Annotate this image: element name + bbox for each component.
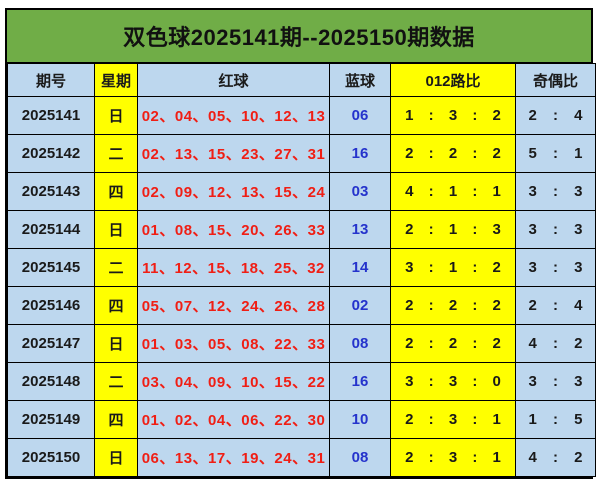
table-row: 2025148 二 03、04、09、10、15、22 16 3 : 3 : 0… xyxy=(7,362,596,401)
parity-ratio-cell: 3 : 3 xyxy=(515,172,596,211)
week-cell: 四 xyxy=(94,400,138,439)
table-title: 双色球2025141期--2025150期数据 xyxy=(7,10,591,63)
period-cell: 2025147 xyxy=(7,324,95,363)
table-row: 2025147 日 01、03、05、08、22、33 08 2 : 2 : 2… xyxy=(7,324,596,363)
week-cell: 四 xyxy=(94,172,138,211)
route-ratio-cell: 2 : 1 : 3 xyxy=(390,210,516,249)
red-balls-cell: 01、03、05、08、22、33 xyxy=(137,324,330,363)
red-balls-cell: 02、13、15、23、27、31 xyxy=(137,134,330,173)
period-cell: 2025148 xyxy=(7,362,95,401)
blue-ball-cell: 14 xyxy=(329,248,391,287)
route-ratio-cell: 2 : 3 : 1 xyxy=(390,400,516,439)
table-row: 2025145 二 11、12、15、18、25、32 14 3 : 1 : 2… xyxy=(7,248,596,287)
table-row: 2025144 日 01、08、15、20、26、33 13 2 : 1 : 3… xyxy=(7,210,596,249)
header-period: 期号 xyxy=(7,63,95,97)
parity-ratio-cell: 3 : 3 xyxy=(515,362,596,401)
route-ratio-cell: 1 : 3 : 2 xyxy=(390,96,516,135)
blue-ball-cell: 10 xyxy=(329,400,391,439)
route-ratio-cell: 2 : 2 : 2 xyxy=(390,286,516,325)
route-ratio-cell: 2 : 2 : 2 xyxy=(390,324,516,363)
period-cell: 2025143 xyxy=(7,172,95,211)
week-cell: 二 xyxy=(94,134,138,173)
parity-ratio-cell: 3 : 3 xyxy=(515,210,596,249)
table-row: 2025143 四 02、09、12、13、15、24 03 4 : 1 : 1… xyxy=(7,172,596,211)
parity-ratio-cell: 1 : 5 xyxy=(515,400,596,439)
period-cell: 2025150 xyxy=(7,438,95,477)
week-cell: 二 xyxy=(94,248,138,287)
route-ratio-cell: 2 : 3 : 1 xyxy=(390,438,516,477)
table-header-row: 期号 星期 红球 蓝球 012路比 奇偶比 xyxy=(7,63,596,97)
blue-ball-cell: 13 xyxy=(329,210,391,249)
red-balls-cell: 05、07、12、24、26、28 xyxy=(137,286,330,325)
blue-ball-cell: 16 xyxy=(329,134,391,173)
period-cell: 2025142 xyxy=(7,134,95,173)
table-row: 2025149 四 01、02、04、06、22、30 10 2 : 3 : 1… xyxy=(7,400,596,439)
period-cell: 2025141 xyxy=(7,96,95,135)
week-cell: 日 xyxy=(94,438,138,477)
red-balls-cell: 01、08、15、20、26、33 xyxy=(137,210,330,249)
route-ratio-cell: 3 : 3 : 0 xyxy=(390,362,516,401)
red-balls-cell: 02、04、05、10、12、13 xyxy=(137,96,330,135)
route-ratio-cell: 2 : 2 : 2 xyxy=(390,134,516,173)
week-cell: 二 xyxy=(94,362,138,401)
header-week: 星期 xyxy=(94,63,138,97)
header-red: 红球 xyxy=(137,63,330,97)
week-cell: 日 xyxy=(94,96,138,135)
period-cell: 2025149 xyxy=(7,400,95,439)
header-blue: 蓝球 xyxy=(329,63,391,97)
week-cell: 日 xyxy=(94,210,138,249)
table-row: 2025142 二 02、13、15、23、27、31 16 2 : 2 : 2… xyxy=(7,134,596,173)
blue-ball-cell: 08 xyxy=(329,438,391,477)
week-cell: 四 xyxy=(94,286,138,325)
red-balls-cell: 03、04、09、10、15、22 xyxy=(137,362,330,401)
blue-ball-cell: 16 xyxy=(329,362,391,401)
parity-ratio-cell: 3 : 3 xyxy=(515,248,596,287)
red-balls-cell: 02、09、12、13、15、24 xyxy=(137,172,330,211)
route-ratio-cell: 4 : 1 : 1 xyxy=(390,172,516,211)
parity-ratio-cell: 4 : 2 xyxy=(515,324,596,363)
header-route: 012路比 xyxy=(390,63,516,97)
parity-ratio-cell: 2 : 4 xyxy=(515,96,596,135)
lottery-data-card: 双色球2025141期--2025150期数据 期号 星期 红球 蓝球 012路… xyxy=(5,8,596,479)
parity-ratio-cell: 5 : 1 xyxy=(515,134,596,173)
period-cell: 2025144 xyxy=(7,210,95,249)
week-cell: 日 xyxy=(94,324,138,363)
red-balls-cell: 01、02、04、06、22、30 xyxy=(137,400,330,439)
parity-ratio-cell: 4 : 2 xyxy=(515,438,596,477)
table-row: 2025146 四 05、07、12、24、26、28 02 2 : 2 : 2… xyxy=(7,286,596,325)
parity-ratio-cell: 2 : 4 xyxy=(515,286,596,325)
blue-ball-cell: 02 xyxy=(329,286,391,325)
header-parity: 奇偶比 xyxy=(515,63,596,97)
route-ratio-cell: 3 : 1 : 2 xyxy=(390,248,516,287)
red-balls-cell: 06、13、17、19、24、31 xyxy=(137,438,330,477)
blue-ball-cell: 06 xyxy=(329,96,391,135)
period-cell: 2025146 xyxy=(7,286,95,325)
blue-ball-cell: 03 xyxy=(329,172,391,211)
period-cell: 2025145 xyxy=(7,248,95,287)
lottery-data-table: 期号 星期 红球 蓝球 012路比 奇偶比 2025141 日 02、04、05… xyxy=(7,63,596,477)
table-row: 2025150 日 06、13、17、19、24、31 08 2 : 3 : 1… xyxy=(7,438,596,477)
blue-ball-cell: 08 xyxy=(329,324,391,363)
red-balls-cell: 11、12、15、18、25、32 xyxy=(137,248,330,287)
table-row: 2025141 日 02、04、05、10、12、13 06 1 : 3 : 2… xyxy=(7,96,596,135)
